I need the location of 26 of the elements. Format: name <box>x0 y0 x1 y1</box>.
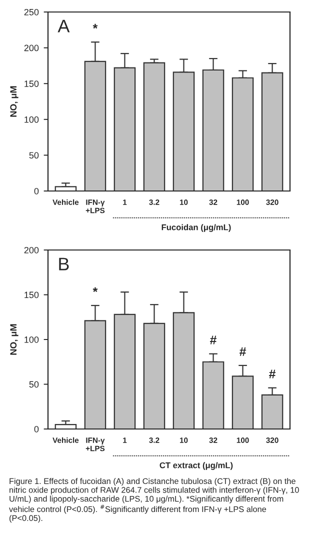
x-axis-title: Fucoidan (μg/mL) <box>162 224 231 232</box>
bar <box>54 424 77 429</box>
y-tick-label: 200 <box>24 246 39 254</box>
y-tick-label: 250 <box>24 8 39 16</box>
data-label: * <box>92 24 98 29</box>
bar <box>143 62 166 191</box>
y-tick-label: 150 <box>24 80 39 87</box>
bar <box>54 186 77 191</box>
y-axis-title: NO, μM <box>10 86 18 117</box>
data-label: # <box>210 336 217 344</box>
y-tick-label: 50 <box>29 152 39 159</box>
y-tick-label: 50 <box>29 381 39 388</box>
data-label: # <box>240 347 246 356</box>
data-label: # <box>269 370 276 378</box>
data-label: * <box>92 287 98 292</box>
y-tick-label: 200 <box>24 44 39 52</box>
y-tick-label: 100 <box>24 116 39 123</box>
y-tick-label: 150 <box>24 292 39 298</box>
y-tick-label: 0 <box>34 426 39 432</box>
text: Figure 1. Effects of fucoidan (A) and Cistanche tubulosa (CT) extract (B) on the nitric oxide production of RAW 264.7 cells stimulated with interferon-γ (IFN-γ, 10 U/mL) and lipopoly-saccharide (LPS, 10 μg/mL). *Significantly different from vehicle control (P<0.05). $^{#}$Significantly different from IFN-γ +LPS alone (P<0.05). <box>9 478 299 523</box>
y-tick-label: 0 <box>34 188 39 194</box>
y-tick-label: 100 <box>24 336 39 343</box>
y-axis-title: NO, μM <box>10 324 18 355</box>
annotation: A <box>58 20 70 32</box>
x-axis-title: CT extract (μg/mL) <box>160 462 233 470</box>
annotation: B <box>59 258 69 270</box>
